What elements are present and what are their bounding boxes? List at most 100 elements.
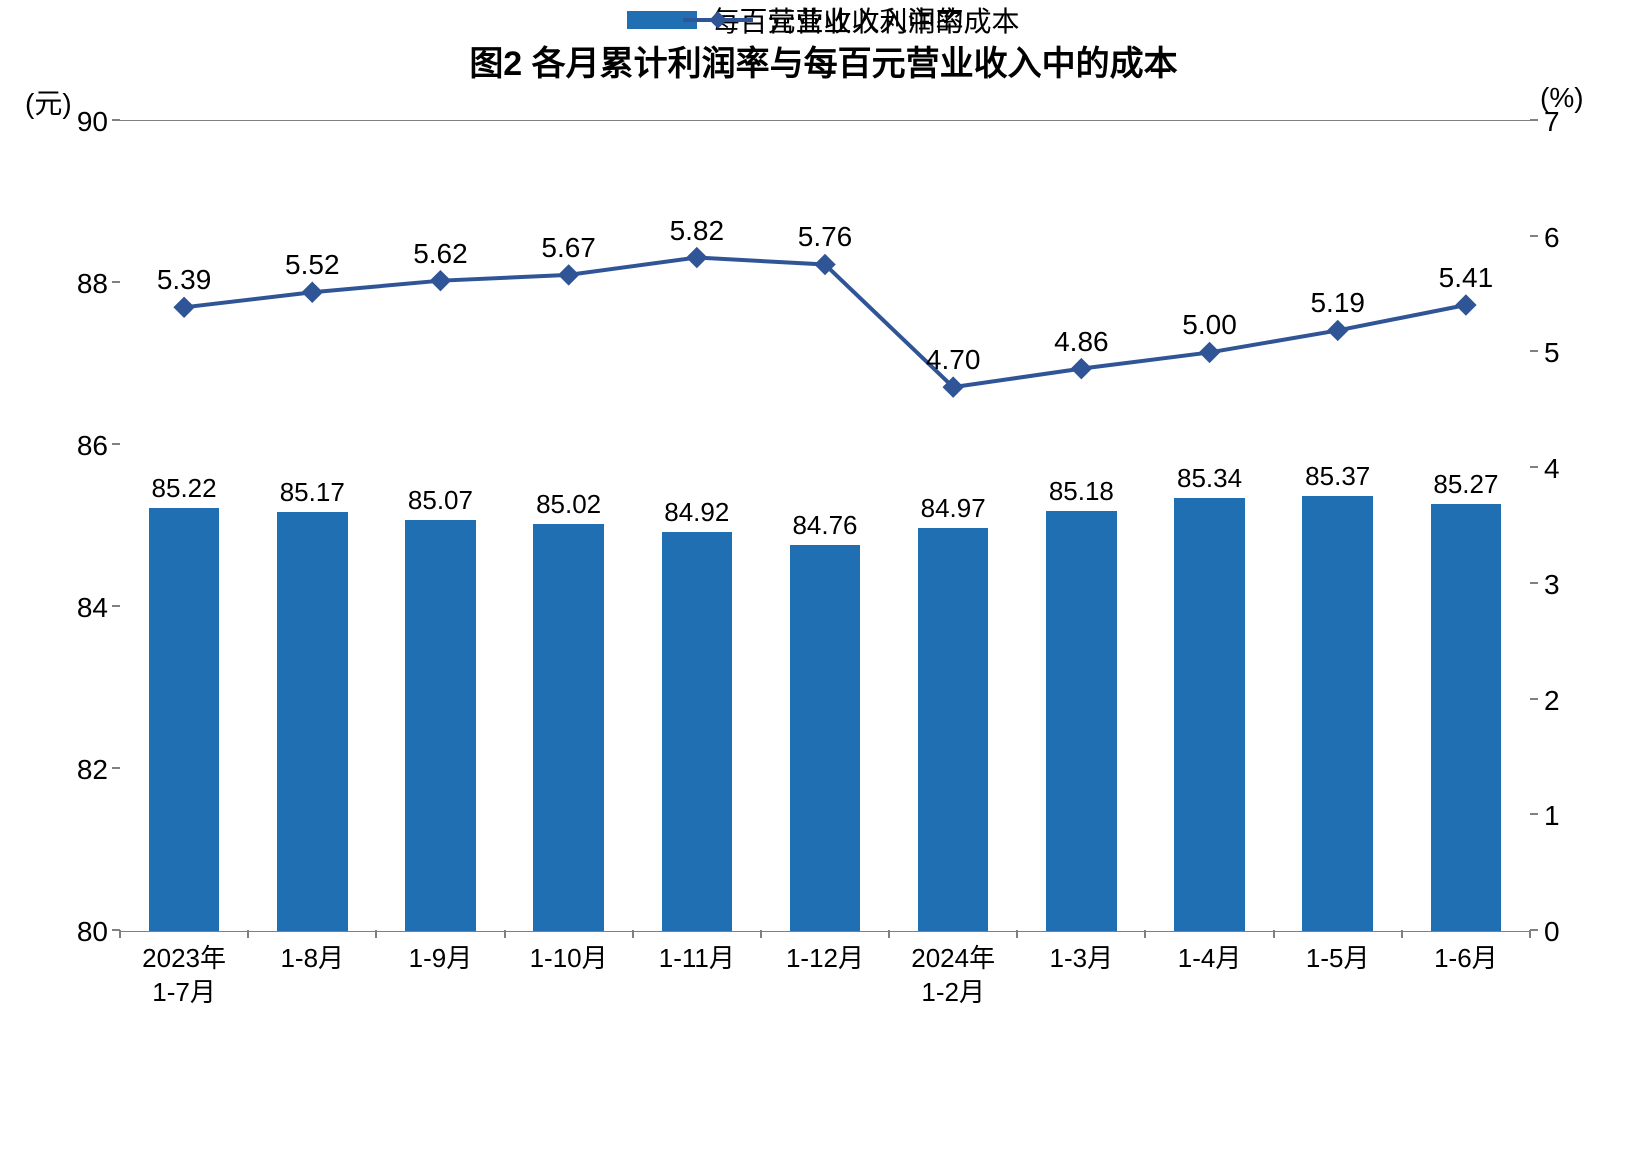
- line-marker: [687, 248, 707, 268]
- x-category-label: 1-4月: [1145, 942, 1273, 976]
- legend-line-swatch: [683, 10, 753, 30]
- bar-value-label: 85.02: [514, 489, 624, 520]
- line-marker: [302, 282, 322, 302]
- x-category-label: 1-11月: [633, 942, 761, 976]
- x-tick-mark: [1144, 930, 1146, 938]
- x-tick-mark: [504, 930, 506, 938]
- x-category-label: 2024年 1-2月: [889, 942, 1017, 1010]
- y-right-tick: 5: [1544, 337, 1560, 369]
- line-marker: [815, 254, 835, 274]
- bar: [277, 512, 348, 931]
- bar-value-label: 85.27: [1411, 469, 1521, 500]
- line-value-label: 5.82: [642, 215, 752, 247]
- x-tick-mark: [375, 930, 377, 938]
- line-value-label: 5.39: [129, 264, 239, 296]
- legend-item-line: 营业收入利润率: [683, 0, 963, 40]
- line-series: [184, 258, 1466, 388]
- x-category-label: 1-12月: [761, 942, 889, 976]
- bar: [1431, 504, 1502, 931]
- bar-value-label: 85.37: [1283, 461, 1393, 492]
- bar: [1174, 498, 1245, 931]
- y-right-tick: 4: [1544, 453, 1560, 485]
- bar-value-label: 85.18: [1026, 476, 1136, 507]
- line-value-label: 5.00: [1155, 309, 1265, 341]
- bar: [1302, 496, 1373, 931]
- bar-value-label: 85.07: [385, 485, 495, 516]
- x-tick-mark: [1529, 930, 1531, 938]
- y-right-tick: 1: [1544, 800, 1560, 832]
- bar-value-label: 84.97: [898, 493, 1008, 524]
- y-left-tick: 86: [77, 430, 108, 462]
- line-marker: [174, 297, 194, 317]
- chart-title: 图2 各月累计利润率与每百元营业收入中的成本: [0, 36, 1647, 85]
- x-tick-mark: [1016, 930, 1018, 938]
- line-value-label: 4.86: [1026, 326, 1136, 358]
- x-category-label: 1-5月: [1274, 942, 1402, 976]
- x-tick-mark: [1401, 930, 1403, 938]
- y-right-tick: 2: [1544, 685, 1560, 717]
- x-tick-mark: [119, 930, 121, 938]
- line-value-label: 5.67: [514, 232, 624, 264]
- line-value-label: 5.62: [385, 238, 495, 270]
- bar-value-label: 85.22: [129, 473, 239, 504]
- y-left-tick: 84: [77, 592, 108, 624]
- bar: [790, 545, 861, 931]
- y-left-tick-mark: [112, 281, 120, 283]
- line-marker: [1328, 320, 1348, 340]
- y-left-tick: 88: [77, 268, 108, 300]
- y-left-tick-mark: [112, 443, 120, 445]
- y-right-tick-mark: [1530, 582, 1538, 584]
- line-value-label: 5.76: [770, 221, 880, 253]
- y-left-tick: 90: [77, 106, 108, 138]
- y-right-tick-mark: [1530, 929, 1538, 931]
- legend-label: 营业收入利润率: [767, 0, 963, 40]
- y-left-tick: 82: [77, 754, 108, 786]
- line-value-label: 5.41: [1411, 262, 1521, 294]
- x-category-label: 1-8月: [248, 942, 376, 976]
- y-left-tick-mark: [112, 119, 120, 121]
- y-right-tick: 6: [1544, 222, 1560, 254]
- x-category-label: 1-3月: [1017, 942, 1145, 976]
- line-value-label: 5.19: [1283, 287, 1393, 319]
- bar: [533, 524, 604, 931]
- y-right-tick-mark: [1530, 119, 1538, 121]
- x-category-label: 1-10月: [505, 942, 633, 976]
- line-marker: [1200, 342, 1220, 362]
- bar-value-label: 85.34: [1155, 463, 1265, 494]
- x-tick-mark: [1273, 930, 1275, 938]
- bar: [405, 520, 476, 931]
- bar-value-label: 85.17: [257, 477, 367, 508]
- y-left-unit: (元): [25, 82, 72, 122]
- bar-value-label: 84.76: [770, 510, 880, 541]
- chart-container: 图2 各月累计利润率与每百元营业收入中的成本 (元) (%) 每百元营业收入中的…: [0, 0, 1647, 1166]
- x-category-label: 2023年 1-7月: [120, 942, 248, 1010]
- line-value-label: 5.52: [257, 249, 367, 281]
- y-right-tick: 3: [1544, 569, 1560, 601]
- x-category-label: 1-9月: [376, 942, 504, 976]
- y-right-tick-mark: [1530, 350, 1538, 352]
- x-category-label: 1-6月: [1402, 942, 1530, 976]
- y-left-tick-mark: [112, 605, 120, 607]
- bar-value-label: 84.92: [642, 497, 752, 528]
- x-tick-mark: [760, 930, 762, 938]
- bar: [149, 508, 220, 931]
- line-marker: [1071, 359, 1091, 379]
- bar: [918, 528, 989, 931]
- line-marker: [430, 271, 450, 291]
- y-right-tick-mark: [1530, 466, 1538, 468]
- y-right-tick-mark: [1530, 235, 1538, 237]
- y-right-tick: 0: [1544, 916, 1560, 948]
- y-right-tick-mark: [1530, 813, 1538, 815]
- line-marker: [943, 377, 963, 397]
- y-right-tick-mark: [1530, 698, 1538, 700]
- x-tick-mark: [247, 930, 249, 938]
- x-tick-mark: [888, 930, 890, 938]
- x-tick-mark: [632, 930, 634, 938]
- y-right-tick: 7: [1544, 106, 1560, 138]
- line-marker: [559, 265, 579, 285]
- line-value-label: 4.70: [898, 344, 1008, 376]
- bar: [662, 532, 733, 931]
- bar: [1046, 511, 1117, 931]
- line-marker: [1456, 295, 1476, 315]
- y-left-tick: 80: [77, 916, 108, 948]
